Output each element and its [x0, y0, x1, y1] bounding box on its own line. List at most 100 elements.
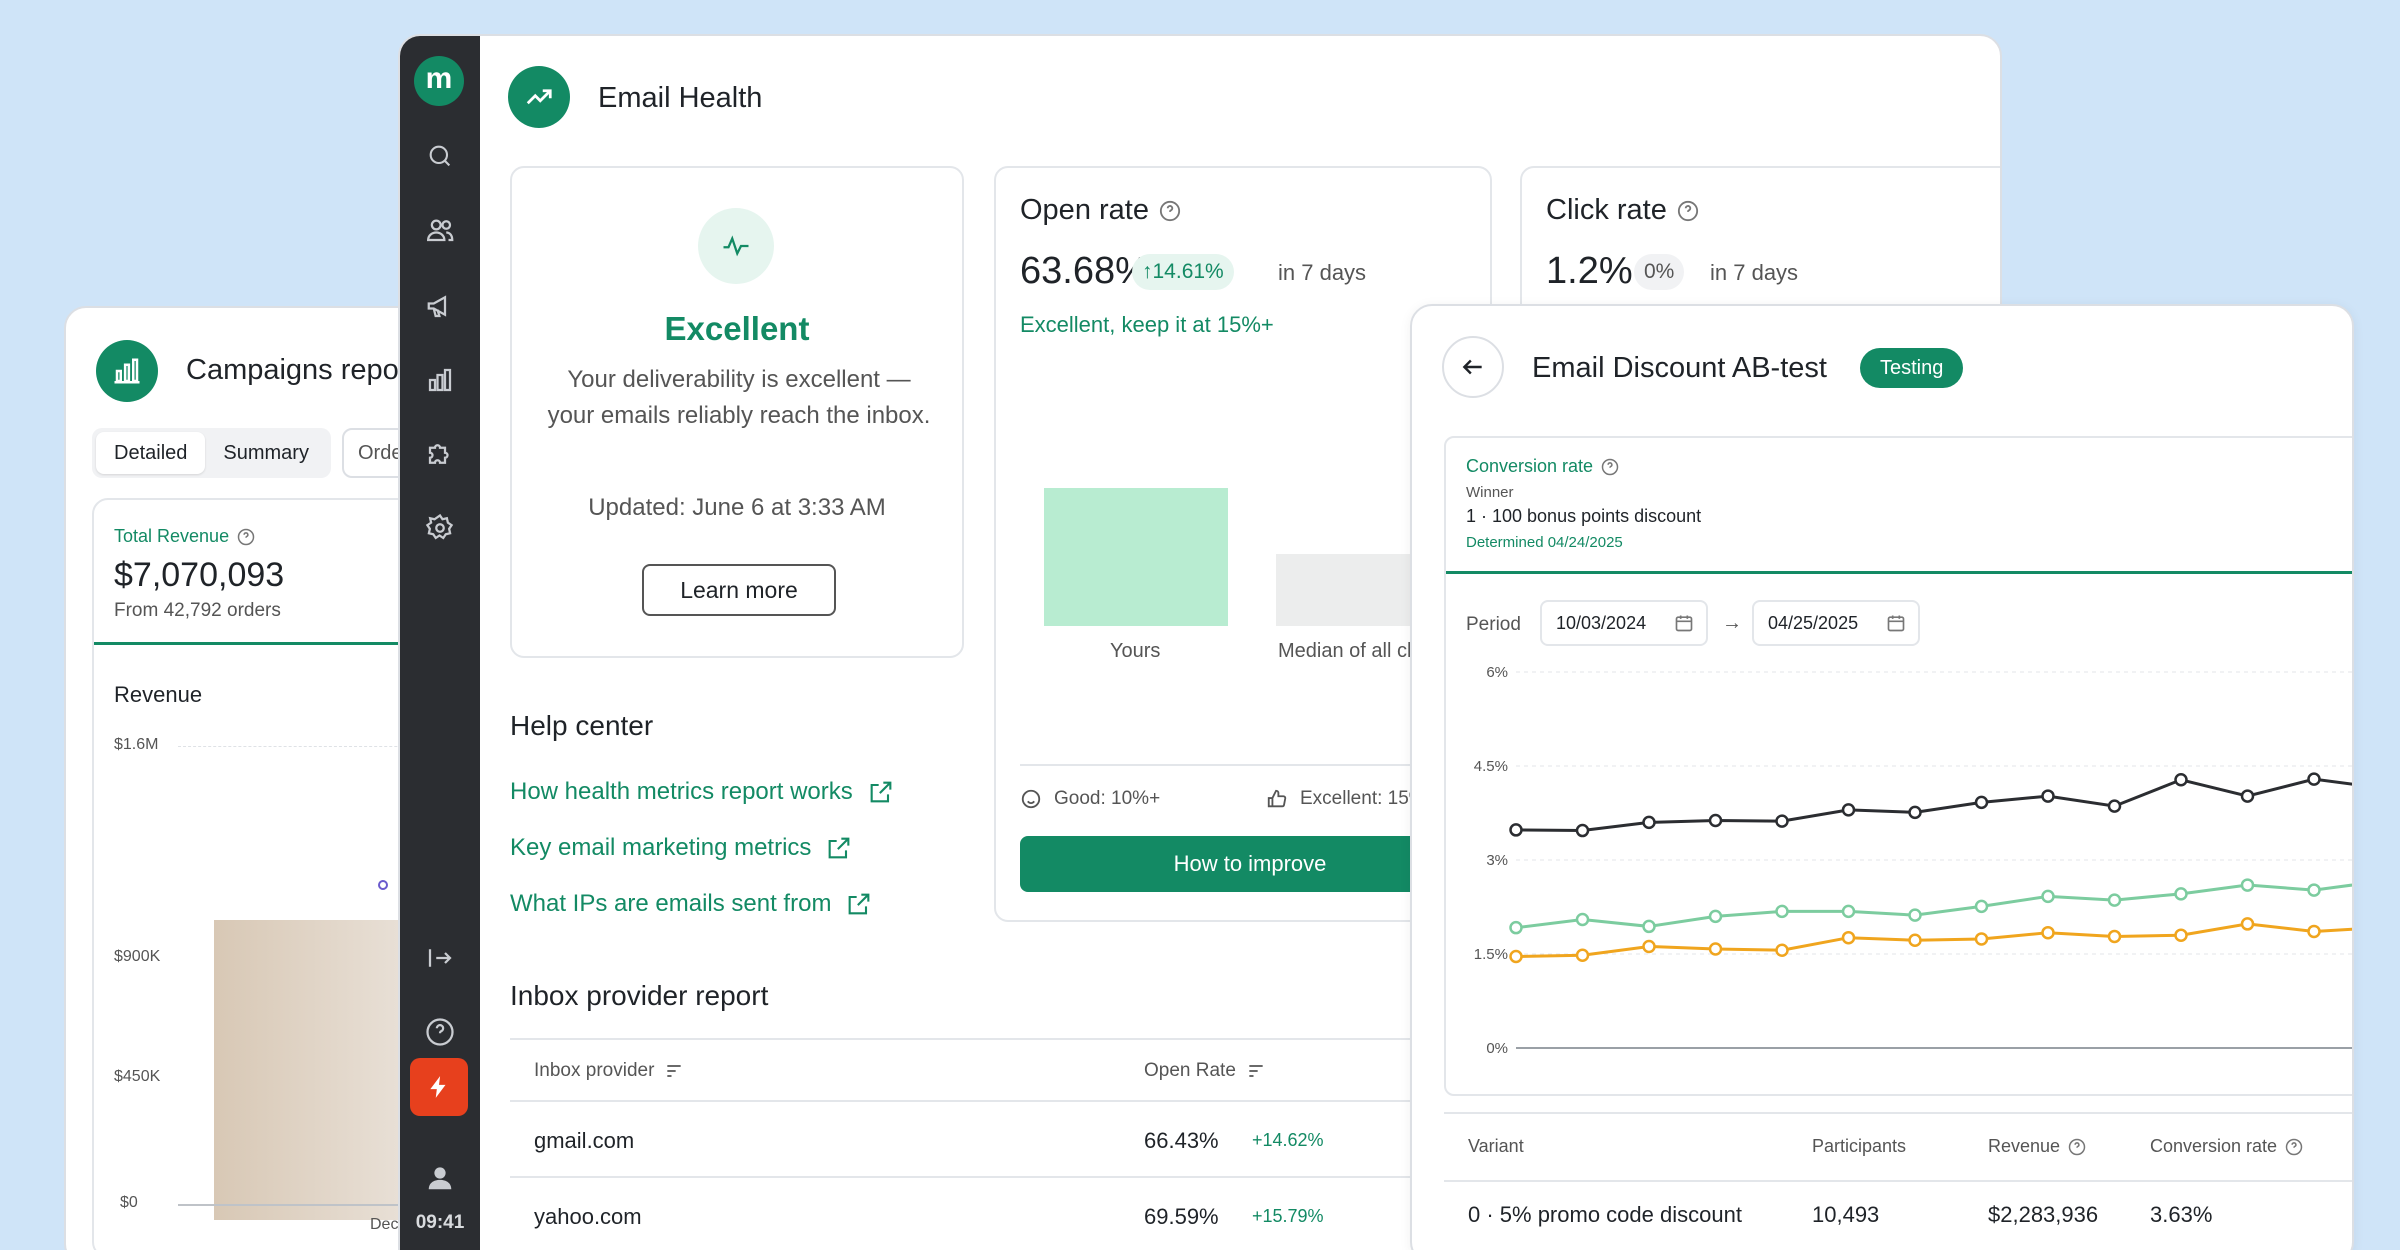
app-logo[interactable]: m: [414, 56, 464, 106]
chart-icon[interactable]: [420, 360, 460, 400]
gear-icon[interactable]: [420, 508, 460, 548]
series-point: [2041, 789, 2055, 803]
series-point: [2307, 772, 2321, 786]
bar-yours-label: Yours: [1110, 640, 1161, 662]
info-icon[interactable]: [2068, 1138, 2086, 1156]
pulse-icon: [698, 208, 774, 284]
col-open-rate[interactable]: Open Rate: [1144, 1060, 1266, 1082]
total-revenue-value: $7,070,093: [114, 556, 285, 594]
profile-icon[interactable]: [420, 1158, 460, 1198]
series-point: [1708, 909, 1723, 924]
bolt-icon[interactable]: [410, 1058, 468, 1116]
series-point: [1974, 932, 1989, 946]
col-participants[interactable]: Participants: [1812, 1136, 1907, 1156]
revenue-chart-title: Revenue: [114, 682, 203, 707]
click-rate-value: 1.2%: [1546, 250, 1633, 292]
info-icon[interactable]: [1601, 458, 1619, 476]
series-point: [1908, 933, 1922, 947]
sidebar: m 09:41: [400, 36, 480, 1250]
determined-date: Determined 04/24/2025: [1466, 534, 1623, 551]
date-from-field[interactable]: 10/03/2024: [1540, 600, 1708, 646]
series-point: [2240, 789, 2255, 803]
calendar-icon: [1887, 615, 1905, 632]
users-icon[interactable]: [420, 210, 460, 250]
help-link-text[interactable]: How health metrics report works: [510, 778, 853, 805]
y-tick: $450K: [114, 1068, 161, 1085]
series-point: [2307, 883, 2321, 897]
logout-icon[interactable]: [420, 938, 460, 978]
sort-icon[interactable]: [664, 1061, 684, 1081]
info-icon[interactable]: [2285, 1138, 2303, 1156]
series-point: [2107, 893, 2122, 907]
series-point: [1775, 814, 1789, 828]
winner-section: Conversion rate Winner 1 · 100 bonus poi…: [1446, 438, 2352, 574]
variant-cell: 0 · 5% promo code discount: [1468, 1202, 1742, 1227]
participants-cell: 10,493: [1812, 1202, 1880, 1227]
revenue-cell: $2,283,936: [1988, 1202, 2099, 1227]
col-revenue[interactable]: Revenue: [1988, 1136, 2086, 1157]
search-icon[interactable]: [420, 136, 460, 176]
help-center-title: Help center: [510, 710, 654, 741]
conversion-cell: 3.63%: [2150, 1202, 2213, 1227]
col-open-rate-label: Open Rate: [1144, 1060, 1236, 1081]
back-button[interactable]: [1442, 336, 1504, 398]
tab-summary[interactable]: Summary: [223, 442, 309, 464]
col-variant[interactable]: Variant: [1468, 1136, 1524, 1156]
date-to-field[interactable]: 04/25/2025: [1752, 600, 1920, 646]
col-conversion-label: Conversion rate: [2150, 1136, 2278, 1156]
col-conversion[interactable]: Conversion rate: [2150, 1136, 2303, 1157]
learn-more-button[interactable]: Learn more: [642, 564, 836, 616]
open-rate-delta: ↑14.61%: [1132, 254, 1234, 290]
series-point: [1642, 919, 1656, 934]
date-to-value: 04/25/2025: [1768, 613, 1859, 633]
sort-icon[interactable]: [1246, 1061, 1266, 1081]
series-point: [2174, 887, 2188, 901]
open-rate-period: in 7 days: [1278, 260, 1367, 285]
info-icon[interactable]: [1159, 200, 1181, 222]
series-point: [1575, 823, 1590, 838]
inbox-report-title: Inbox provider report: [510, 980, 769, 1011]
series-point: [1575, 948, 1590, 963]
col-revenue-label: Revenue: [1988, 1136, 2061, 1156]
series-point: [2240, 878, 2255, 892]
help-icon[interactable]: [420, 1012, 460, 1052]
y-tick: $900K: [114, 948, 161, 965]
x-axis: [178, 1204, 482, 1206]
help-link[interactable]: How health metrics report works: [510, 778, 895, 806]
table-row[interactable]: yahoo.com 69.59% +15.79%: [510, 1178, 2000, 1250]
help-link-text[interactable]: Key email marketing metrics: [510, 834, 812, 861]
info-icon[interactable]: [237, 528, 255, 546]
total-revenue-sub: From 42,792 orders: [114, 600, 281, 621]
col-provider[interactable]: Inbox provider: [534, 1060, 684, 1082]
help-link[interactable]: What IPs are emails sent from: [510, 890, 873, 918]
series-point: [1509, 920, 1523, 935]
puzzle-icon[interactable]: [420, 434, 460, 474]
provider-cell: gmail.com: [534, 1128, 635, 1153]
click-rate-label: Click rate: [1546, 194, 1699, 227]
x-tick: Dec: [370, 1216, 399, 1233]
good-threshold: Good: 10%+: [1020, 788, 1160, 810]
y-tick: $0: [120, 1194, 138, 1211]
bar-median-label: Median of all clients: [1278, 640, 1454, 662]
open-rate-label-text: Open rate: [1020, 194, 1149, 226]
table-row[interactable]: gmail.com 66.43% +14.62%: [510, 1102, 2000, 1178]
period-label: Period: [1466, 614, 1521, 635]
winner-name: 1 · 100 bonus points discount: [1466, 506, 1702, 526]
grid-line: [178, 746, 482, 747]
view-toggle: Detailed Summary: [92, 428, 331, 478]
how-to-improve-button[interactable]: How to improve: [1020, 836, 1480, 892]
good-label: Good: 10%+: [1054, 788, 1161, 809]
series-point: [2240, 917, 2255, 931]
series-point: [1775, 943, 1789, 957]
arrow-right-icon: →: [1722, 612, 1742, 634]
series-line: [1515, 883, 2352, 930]
open-rate-note: Excellent, keep it at 15%+: [1020, 312, 1274, 337]
help-link[interactable]: Key email marketing metrics: [510, 834, 853, 862]
series-point: [1974, 795, 1989, 810]
info-icon[interactable]: [1677, 200, 1699, 222]
megaphone-icon[interactable]: [420, 286, 460, 326]
tab-detailed[interactable]: Detailed: [96, 432, 206, 474]
series-line: [1515, 922, 2352, 959]
help-link-text[interactable]: What IPs are emails sent from: [510, 890, 832, 917]
conversion-card: Conversion rate Winner 1 · 100 bonus poi…: [1444, 436, 2352, 1096]
